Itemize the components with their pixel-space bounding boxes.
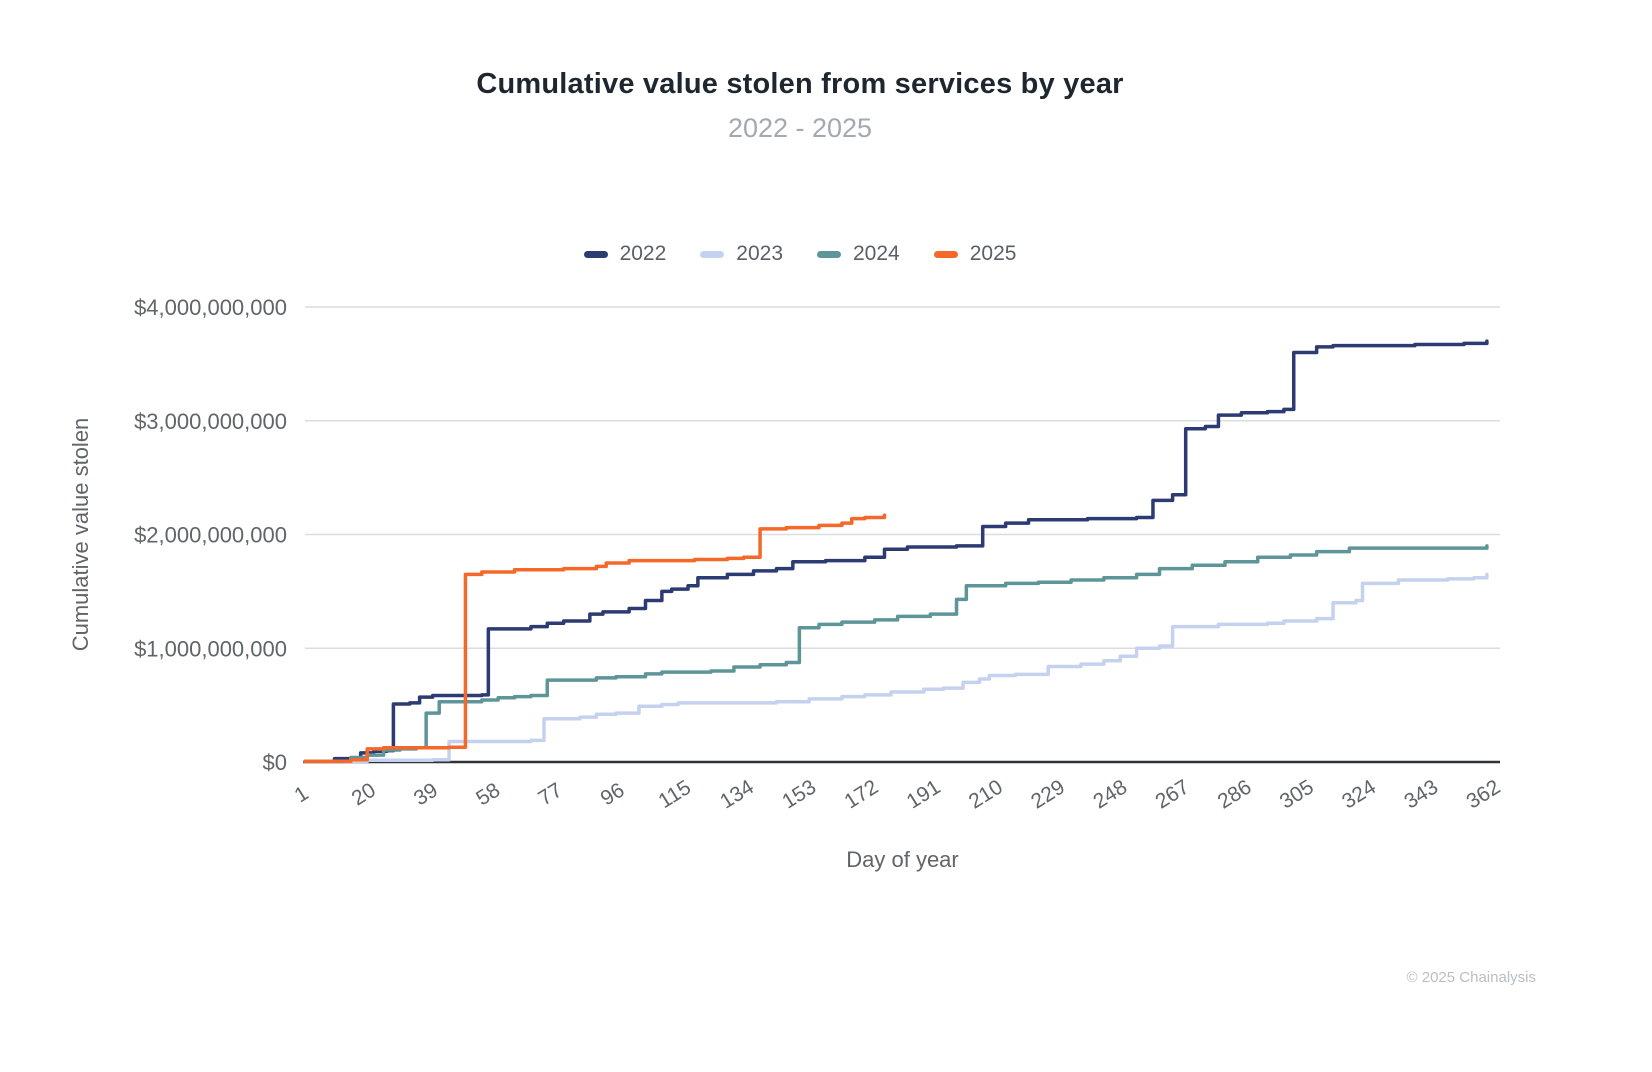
chart-legend: 2022 2023 2024 2025 (0, 242, 1600, 266)
legend-label-2023: 2023 (736, 242, 783, 265)
series-line-2023 (303, 572, 1489, 764)
x-tick-label: 20 (348, 779, 380, 811)
x-tick-label: 77 (534, 779, 566, 811)
chart-subtitle: 2022 - 2025 (727, 113, 873, 143)
y-tick-label: $2,000,000,000 (134, 523, 287, 548)
series-line-2022 (303, 339, 1489, 764)
legend-label-2024: 2024 (853, 242, 900, 265)
y-tick-label: $4,000,000,000 (134, 295, 287, 320)
x-tick-label: 248 (1089, 775, 1131, 813)
x-tick-label: 96 (597, 779, 629, 811)
x-tick-label: 343 (1400, 775, 1442, 813)
chart-header: Cumulative value stolen from services by… (0, 68, 1600, 144)
series-line-2025 (303, 513, 887, 764)
x-tick-label: 1 (291, 782, 313, 808)
x-tick-label: 210 (965, 775, 1007, 813)
legend-item-2023: 2023 (700, 242, 783, 266)
y-tick-label: $0 (263, 750, 287, 775)
x-axis-title: Day of year (846, 847, 959, 872)
x-tick-label: 267 (1151, 775, 1193, 813)
legend-swatch-2024 (817, 250, 841, 258)
legend-swatch-2025 (933, 250, 958, 258)
x-tick-label: 134 (716, 775, 758, 813)
legend-label-2025: 2025 (969, 242, 1017, 265)
x-tick-label: 191 (903, 775, 945, 813)
y-axis-title: Cumulative value stolen (68, 418, 93, 652)
x-tick-label: 153 (778, 775, 820, 813)
chart-title: Cumulative value stolen from services by… (476, 68, 1124, 100)
y-tick-label: $3,000,000,000 (134, 409, 287, 434)
legend-item-2025: 2025 (933, 242, 1017, 266)
x-tick-label: 39 (410, 779, 442, 811)
legend-item-2024: 2024 (817, 242, 900, 266)
legend-swatch-2022 (583, 250, 608, 258)
legend-item-2022: 2022 (583, 242, 667, 266)
x-tick-label: 324 (1338, 775, 1380, 813)
series-line-2024 (303, 544, 1489, 764)
x-tick-label: 286 (1214, 775, 1256, 813)
legend-swatch-2023 (700, 250, 725, 258)
x-tick-label: 362 (1463, 775, 1505, 813)
x-tick-label: 229 (1027, 775, 1069, 813)
x-tick-label: 115 (654, 776, 695, 813)
x-tick-label: 172 (840, 775, 882, 813)
y-tick-label: $1,000,000,000 (134, 636, 287, 661)
x-tick-label: 305 (1276, 775, 1318, 813)
footer-credit: © 2025 Chainalysis (1406, 969, 1536, 986)
x-tick-label: 58 (472, 779, 504, 811)
legend-label-2022: 2022 (619, 242, 667, 265)
